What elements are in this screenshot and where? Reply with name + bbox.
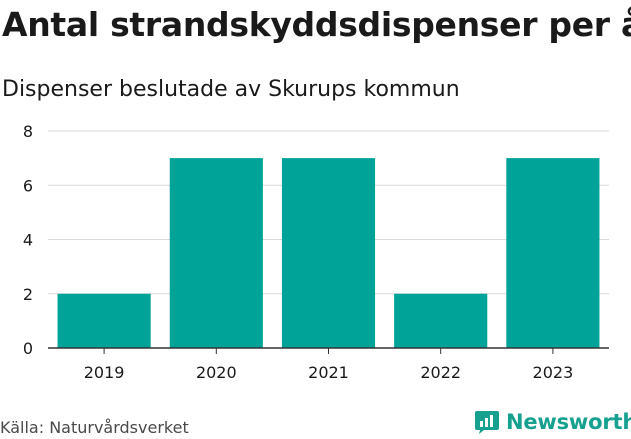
x-tick-label: 2019 [84,363,125,382]
y-tick-label: 6 [23,176,33,195]
x-tick-label: 2020 [196,363,237,382]
brand-name: Newsworthy [506,410,631,434]
newsworthy-logo-icon [475,411,499,434]
chart-title: Antal strandskyddsdispenser per år [2,5,631,44]
x-tick-label: 2021 [308,363,349,382]
brand-logo[interactable]: Newsworthy [474,406,631,438]
chart-subtitle: Dispenser beslutade av Skurups kommun [2,77,460,102]
bar-chart: 0 2 4 6 8 2019 2020 2021 2022 2023 [23,122,609,382]
y-tick-label: 0 [23,339,33,358]
x-axis-ticks: 2019 2020 2021 2022 2023 [84,348,574,382]
y-tick-label: 2 [23,285,33,304]
bar-2023[interactable] [506,158,600,348]
bars [57,158,600,348]
x-tick-label: 2023 [533,363,574,382]
bar-2021[interactable] [281,158,376,348]
source-note: Källa: Naturvårdsverket [0,418,189,437]
y-tick-label: 8 [23,122,33,141]
y-tick-label: 4 [23,231,33,250]
bar-2020[interactable] [169,158,263,348]
bar-2019[interactable] [57,293,151,348]
bar-2022[interactable] [394,293,488,348]
x-tick-label: 2022 [420,363,461,382]
y-axis-ticks: 0 2 4 6 8 [23,122,33,358]
